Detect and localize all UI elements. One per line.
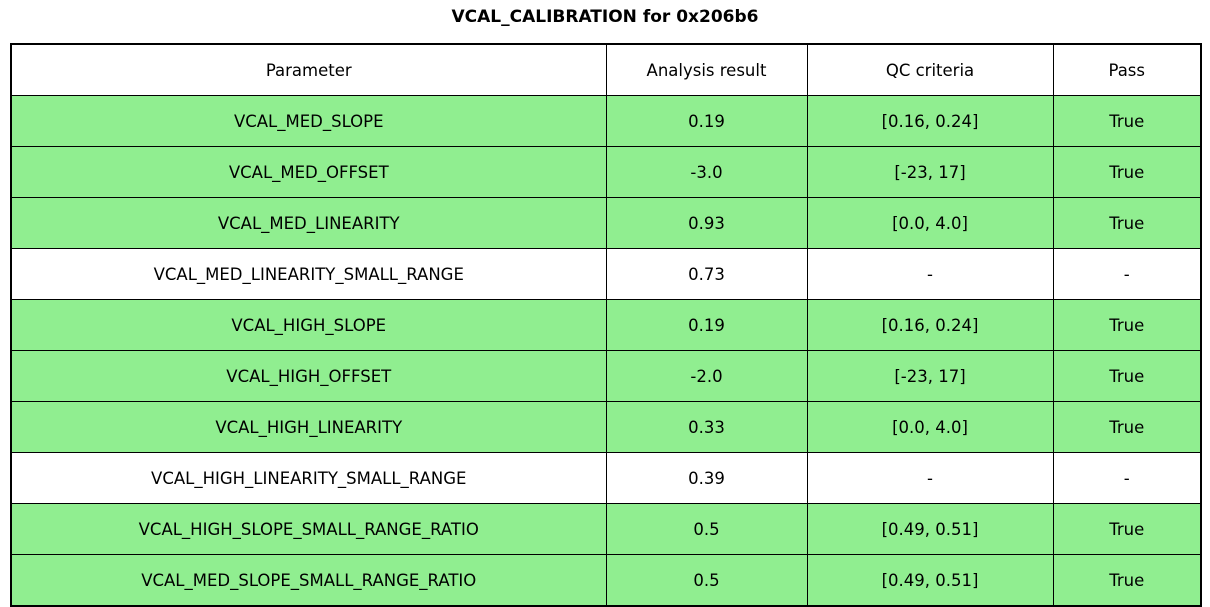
table-row: VCAL_HIGH_SLOPE 0.19 [0.16, 0.24] True xyxy=(10,299,1202,351)
table-row: VCAL_HIGH_OFFSET -2.0 [-23, 17] True xyxy=(10,350,1202,402)
cell-criteria: [-23, 17] xyxy=(806,146,1054,198)
cell-result: 0.5 xyxy=(605,554,808,607)
table-row: VCAL_HIGH_LINEARITY 0.33 [0.0, 4.0] True xyxy=(10,401,1202,453)
cell-pass: - xyxy=(1052,248,1202,300)
cell-result: 0.19 xyxy=(605,95,808,147)
cell-parameter: VCAL_HIGH_OFFSET xyxy=(10,350,607,402)
cell-result: 0.39 xyxy=(605,452,808,504)
cell-result: -2.0 xyxy=(605,350,808,402)
cell-pass: - xyxy=(1052,452,1202,504)
qc-results-table: Parameter Analysis result QC criteria Pa… xyxy=(10,43,1202,607)
cell-result: 0.5 xyxy=(605,503,808,555)
cell-parameter: VCAL_MED_SLOPE xyxy=(10,95,607,147)
cell-parameter: VCAL_MED_LINEARITY xyxy=(10,197,607,249)
cell-criteria: [0.0, 4.0] xyxy=(806,401,1054,453)
column-header-parameter: Parameter xyxy=(10,43,607,96)
cell-parameter: VCAL_MED_LINEARITY_SMALL_RANGE xyxy=(10,248,607,300)
table-row: VCAL_MED_LINEARITY 0.93 [0.0, 4.0] True xyxy=(10,197,1202,249)
cell-pass: True xyxy=(1052,350,1202,402)
table-header-row: Parameter Analysis result QC criteria Pa… xyxy=(10,43,1202,96)
table-row: VCAL_MED_SLOPE_SMALL_RANGE_RATIO 0.5 [0.… xyxy=(10,554,1202,607)
cell-criteria: [0.0, 4.0] xyxy=(806,197,1054,249)
cell-result: 0.73 xyxy=(605,248,808,300)
column-header-pass: Pass xyxy=(1052,43,1202,96)
cell-pass: True xyxy=(1052,554,1202,607)
cell-result: 0.33 xyxy=(605,401,808,453)
cell-pass: True xyxy=(1052,95,1202,147)
cell-criteria: - xyxy=(806,452,1054,504)
cell-criteria: [0.16, 0.24] xyxy=(806,95,1054,147)
cell-parameter: VCAL_MED_OFFSET xyxy=(10,146,607,198)
table-row: VCAL_MED_LINEARITY_SMALL_RANGE 0.73 - - xyxy=(10,248,1202,300)
cell-parameter: VCAL_HIGH_SLOPE_SMALL_RANGE_RATIO xyxy=(10,503,607,555)
cell-pass: True xyxy=(1052,401,1202,453)
cell-parameter: VCAL_HIGH_LINEARITY xyxy=(10,401,607,453)
cell-pass: True xyxy=(1052,146,1202,198)
column-header-analysis-result: Analysis result xyxy=(605,43,808,96)
cell-pass: True xyxy=(1052,197,1202,249)
cell-criteria: [0.16, 0.24] xyxy=(806,299,1054,351)
cell-result: -3.0 xyxy=(605,146,808,198)
cell-result: 0.93 xyxy=(605,197,808,249)
page-title: VCAL_CALIBRATION for 0x206b6 xyxy=(451,7,759,27)
table-row: VCAL_HIGH_SLOPE_SMALL_RANGE_RATIO 0.5 [0… xyxy=(10,503,1202,555)
cell-parameter: VCAL_HIGH_SLOPE xyxy=(10,299,607,351)
cell-parameter: VCAL_HIGH_LINEARITY_SMALL_RANGE xyxy=(10,452,607,504)
cell-pass: True xyxy=(1052,503,1202,555)
cell-criteria: [0.49, 0.51] xyxy=(806,503,1054,555)
cell-criteria: - xyxy=(806,248,1054,300)
cell-criteria: [-23, 17] xyxy=(806,350,1054,402)
cell-pass: True xyxy=(1052,299,1202,351)
cell-parameter: VCAL_MED_SLOPE_SMALL_RANGE_RATIO xyxy=(10,554,607,607)
table-row: VCAL_MED_SLOPE 0.19 [0.16, 0.24] True xyxy=(10,95,1202,147)
column-header-qc-criteria: QC criteria xyxy=(806,43,1054,96)
cell-criteria: [0.49, 0.51] xyxy=(806,554,1054,607)
cell-result: 0.19 xyxy=(605,299,808,351)
table-row: VCAL_MED_OFFSET -3.0 [-23, 17] True xyxy=(10,146,1202,198)
table-row: VCAL_HIGH_LINEARITY_SMALL_RANGE 0.39 - - xyxy=(10,452,1202,504)
